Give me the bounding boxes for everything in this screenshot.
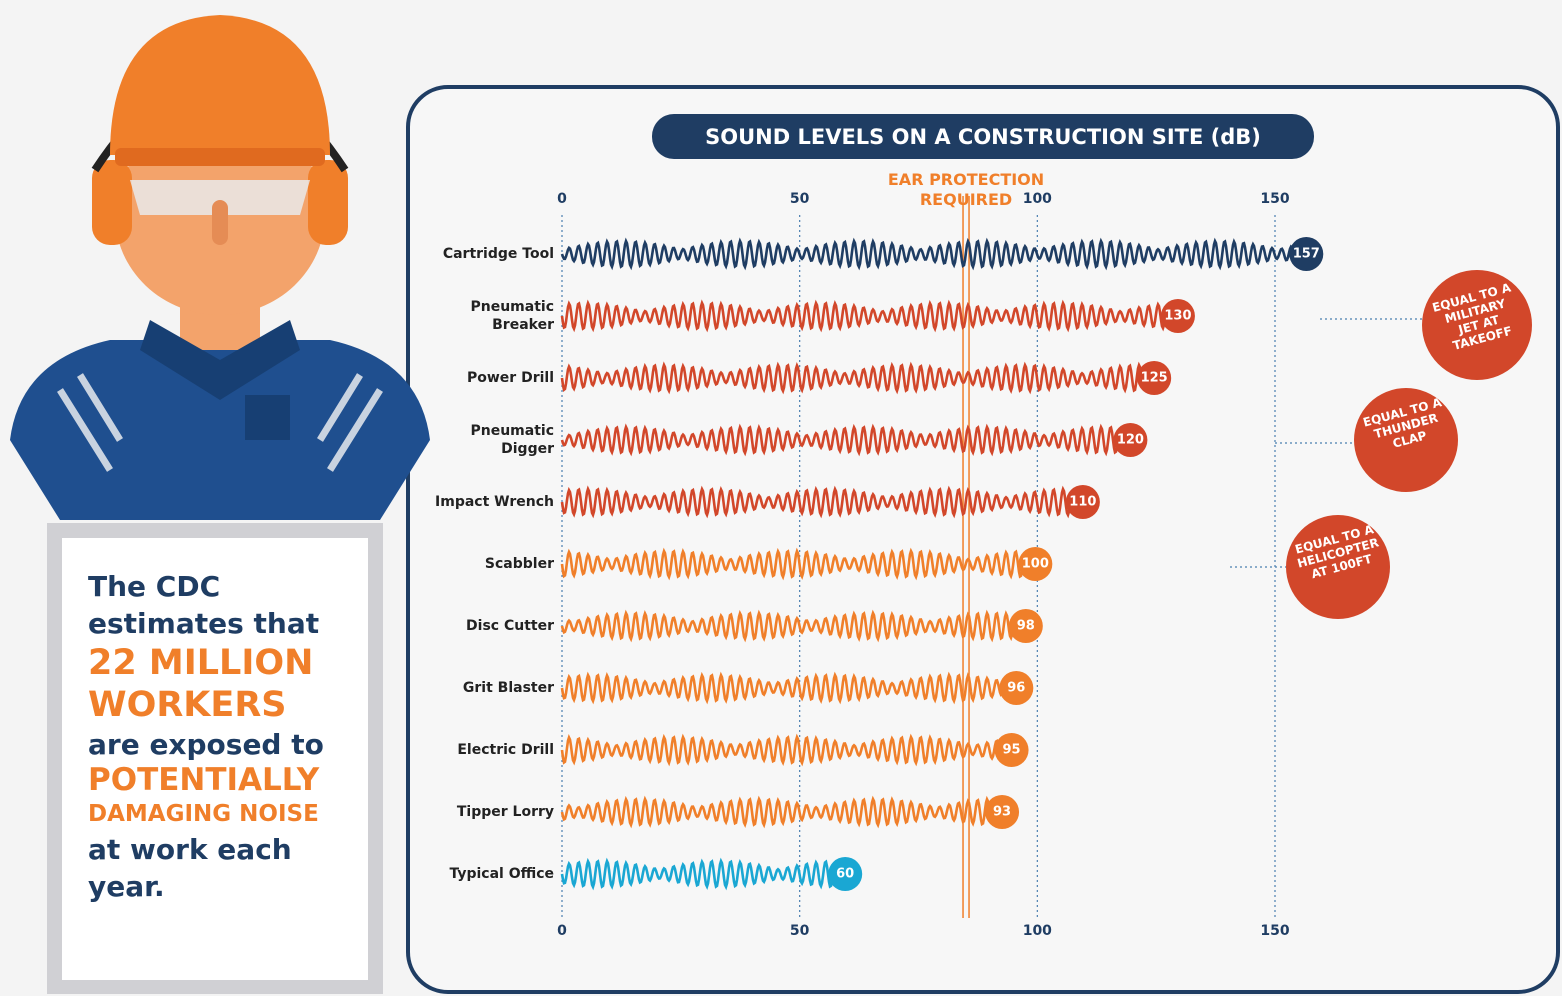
value-label: 120 (1117, 433, 1144, 448)
sidebar-highlight: DAMAGING NOISE (88, 801, 319, 827)
sound-wave (560, 237, 1296, 271)
value-badge (1160, 299, 1195, 333)
value-label: 100 (1022, 557, 1049, 572)
value-label: 93 (993, 805, 1011, 820)
value-label: 95 (1003, 743, 1021, 758)
sidebar-highlight: POTENTIALLY (88, 762, 320, 798)
category-label: Power Drill (466, 370, 554, 386)
annotation-badge (1286, 515, 1390, 619)
value-label: 110 (1069, 495, 1096, 510)
x-tick-label: 50 (790, 923, 810, 939)
x-tick-label: 100 (1023, 923, 1052, 939)
annotation-badge (1422, 270, 1532, 380)
panel (406, 85, 1560, 994)
value-label: 96 (1007, 681, 1025, 696)
sound-wave (560, 423, 1120, 457)
category-label: Impact Wrench (435, 494, 554, 510)
value-badge (1113, 423, 1148, 457)
category-label: Typical Office (449, 866, 554, 882)
sidebar-highlight: 22 MILLION WORKERS (88, 643, 314, 725)
category-label: Disc Cutter (466, 618, 554, 634)
x-tick-label: 50 (790, 191, 810, 207)
sound-wave (560, 361, 1144, 395)
value-badge (985, 795, 1020, 829)
sound-wave (560, 733, 1001, 767)
x-tick-label: 100 (1023, 191, 1052, 207)
category-label: Electric Drill (457, 742, 554, 758)
value-badge (1137, 361, 1172, 395)
chart-title: SOUND LEVELS ON A CONSTRUCTION SITE (dB) (705, 125, 1261, 149)
category-label: Pneumatic Digger (470, 423, 554, 457)
value-badge (1018, 547, 1053, 581)
sound-wave (560, 299, 1167, 333)
sound-wave (560, 547, 1025, 581)
value-label: 60 (836, 867, 854, 882)
value-label: 98 (1017, 619, 1035, 634)
x-tick-label: 150 (1260, 191, 1289, 207)
sound-wave (560, 857, 835, 891)
value-label: 125 (1141, 371, 1168, 386)
value-badge (994, 733, 1029, 767)
sound-wave (560, 795, 992, 829)
title-pill (652, 114, 1314, 159)
x-tick-label: 150 (1260, 923, 1289, 939)
sidebar-line: at work each year. (88, 833, 292, 903)
x-tick-label: 0 (557, 923, 567, 939)
threshold-label: EAR PROTECTION REQUIRED (887, 170, 1045, 209)
sound-wave (560, 671, 1006, 705)
sidebar-text: The CDC estimates that 22 MILLION WORKER… (62, 538, 368, 980)
value-badge (828, 857, 863, 891)
worker-illustration (10, 15, 430, 520)
category-label: Cartridge Tool (442, 246, 554, 262)
sidebar-line: are exposed to (88, 728, 324, 761)
value-label: 130 (1164, 309, 1191, 324)
sound-wave (560, 485, 1072, 519)
annotation-badge (1354, 388, 1458, 492)
value-badge (1065, 485, 1100, 519)
x-tick-label: 0 (557, 191, 567, 207)
value-label: 157 (1293, 247, 1320, 262)
sound-wave (560, 609, 1015, 643)
value-badge (1008, 609, 1043, 643)
category-label: Pneumatic Breaker (470, 299, 554, 333)
value-badge (999, 671, 1034, 705)
category-label: Tipper Lorry (456, 804, 554, 820)
category-label: Scabbler (484, 556, 554, 572)
sidebar-line: The CDC estimates that (88, 570, 320, 640)
value-badge (1289, 237, 1324, 271)
category-label: Grit Blaster (462, 680, 554, 696)
